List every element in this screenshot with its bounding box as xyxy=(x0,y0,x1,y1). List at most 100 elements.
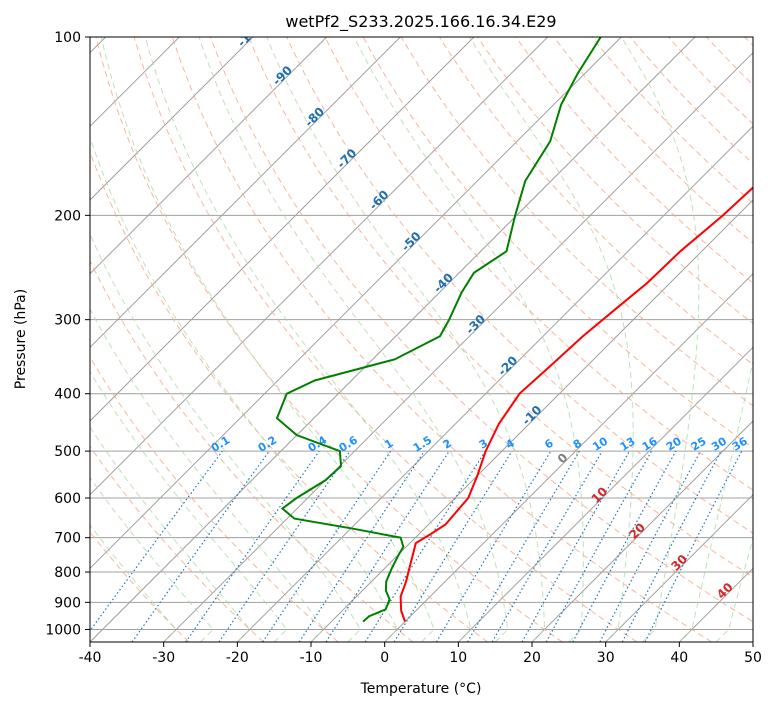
dry-adiabat-line xyxy=(95,37,563,642)
y-tick-label: 900 xyxy=(54,595,81,611)
moist-adiabat-line xyxy=(90,308,325,642)
isotherm-line xyxy=(90,37,475,422)
y-tick-label: 100 xyxy=(54,30,81,46)
dry-adiabat-line xyxy=(477,37,753,325)
dry-adiabat-label: 40 xyxy=(714,580,736,602)
isotherm-label: -50 xyxy=(399,229,424,254)
isotherm-line xyxy=(90,37,328,275)
x-tick-label: 30 xyxy=(597,650,615,666)
moist-adiabat-line xyxy=(678,358,753,642)
isotherm-line xyxy=(90,37,549,496)
isotherm-line xyxy=(90,37,622,570)
dry-adiabat-line xyxy=(591,37,753,204)
dry-adiabat-line xyxy=(90,445,264,642)
dry-adiabat-line xyxy=(90,259,414,642)
moist-adiabat-line xyxy=(266,37,546,642)
dry-adiabat-line xyxy=(133,37,638,642)
x-tick-label: 20 xyxy=(523,650,541,666)
dry-adiabat-line xyxy=(90,150,488,642)
y-axis-label: Pressure (hPa) xyxy=(13,289,29,389)
moist-adiabat-line xyxy=(100,37,435,642)
y-tick-label: 800 xyxy=(54,565,81,581)
x-tick-label: 50 xyxy=(744,650,762,666)
y-tick-label: 400 xyxy=(54,387,81,403)
y-tick-label: 300 xyxy=(54,313,81,329)
isotherm-line xyxy=(678,567,753,642)
dry-adiabat-line xyxy=(744,37,753,47)
mixing-ratio-line xyxy=(545,450,653,642)
dry-adiabat-line xyxy=(668,37,753,125)
mixing-ratio-line xyxy=(131,450,270,642)
moist-adiabat-line xyxy=(90,524,177,642)
moist-adiabat-line xyxy=(715,536,753,642)
isotherm-line xyxy=(163,51,753,642)
dry-adiabat-line xyxy=(706,37,753,86)
isotherm-label: -90 xyxy=(270,63,295,88)
x-tick-label: 0 xyxy=(380,650,389,666)
isotherm-line xyxy=(90,37,254,201)
isotherm-line xyxy=(310,199,753,642)
y-tick-label: 600 xyxy=(54,491,81,507)
isotherm-line xyxy=(752,641,753,642)
background-lines xyxy=(90,37,753,642)
mixing-ratio-label: 2 xyxy=(441,437,454,452)
isotherm-line xyxy=(236,125,753,642)
mixing-ratio-label: 6 xyxy=(542,436,556,451)
profiles xyxy=(275,37,753,623)
dry-adiabat-line xyxy=(515,37,753,284)
mixing-ratio-line xyxy=(466,450,580,642)
isotherm-line xyxy=(457,346,753,642)
dry-adiabat-line xyxy=(553,37,753,244)
dry-adiabat-line xyxy=(248,37,753,578)
dewpoint-profile-line xyxy=(275,37,602,623)
isotherm-label: -70 xyxy=(334,146,359,171)
moist-adiabat-line xyxy=(90,135,398,642)
isotherm-line xyxy=(384,272,753,642)
dry-adiabat-label: 10 xyxy=(589,484,611,506)
mixing-ratio-line xyxy=(521,450,631,642)
dry-adiabat-line xyxy=(629,37,753,165)
isotherm-label: -40 xyxy=(431,270,456,295)
isotherm-label: -10 xyxy=(519,403,544,428)
x-axis-label: Temperature (°C) xyxy=(360,681,482,697)
isotherm-label: 0 xyxy=(555,450,571,466)
x-tick-label: -10 xyxy=(300,650,323,666)
y-tick-label: 500 xyxy=(54,444,81,460)
x-tick-label: -30 xyxy=(152,650,175,666)
mixing-ratio-line xyxy=(218,450,351,642)
moist-adiabat-line xyxy=(198,37,509,642)
y-tick-label: 1000 xyxy=(45,622,81,638)
moist-adiabat-line xyxy=(353,37,584,642)
plot-frame xyxy=(89,36,754,643)
moist-adiabat-line xyxy=(469,37,634,642)
mixing-ratio-label: 0.2 xyxy=(256,433,279,454)
dry-adiabat-line xyxy=(324,37,753,491)
mixing-ratio-line xyxy=(90,450,223,632)
y-tick-label: 200 xyxy=(54,208,81,224)
mixing-ratio-line xyxy=(325,450,450,642)
mixing-ratio-label: 0.1 xyxy=(209,433,232,454)
mixing-ratio-line xyxy=(572,450,677,642)
isotherm-line xyxy=(90,37,401,349)
isotherm-line xyxy=(605,493,753,642)
moist-adiabat-line xyxy=(144,37,472,642)
x-tick-label: -20 xyxy=(226,650,249,666)
dry-adiabat-line xyxy=(171,37,712,642)
moist-adiabat-line xyxy=(90,370,288,642)
mixing-ratio-line xyxy=(393,450,513,642)
moist-adiabat-line xyxy=(90,476,214,642)
mixing-ratio-label: 1.5 xyxy=(411,433,434,454)
dry-adiabat-label: 30 xyxy=(668,552,690,574)
isotherm-line xyxy=(90,37,696,642)
moist-adiabat-line xyxy=(90,426,251,642)
x-tick-label: -40 xyxy=(79,650,102,666)
mixing-ratio-line xyxy=(599,450,702,642)
mixing-ratio-label: 4 xyxy=(503,436,517,451)
moist-adiabat-line xyxy=(620,37,700,642)
isotherm-label: -30 xyxy=(463,312,488,337)
mixing-ratio-line xyxy=(435,450,552,642)
x-tick-label: 10 xyxy=(449,650,467,666)
dry-adiabat-line xyxy=(400,37,753,407)
isotherm-label: -100 xyxy=(235,19,266,50)
